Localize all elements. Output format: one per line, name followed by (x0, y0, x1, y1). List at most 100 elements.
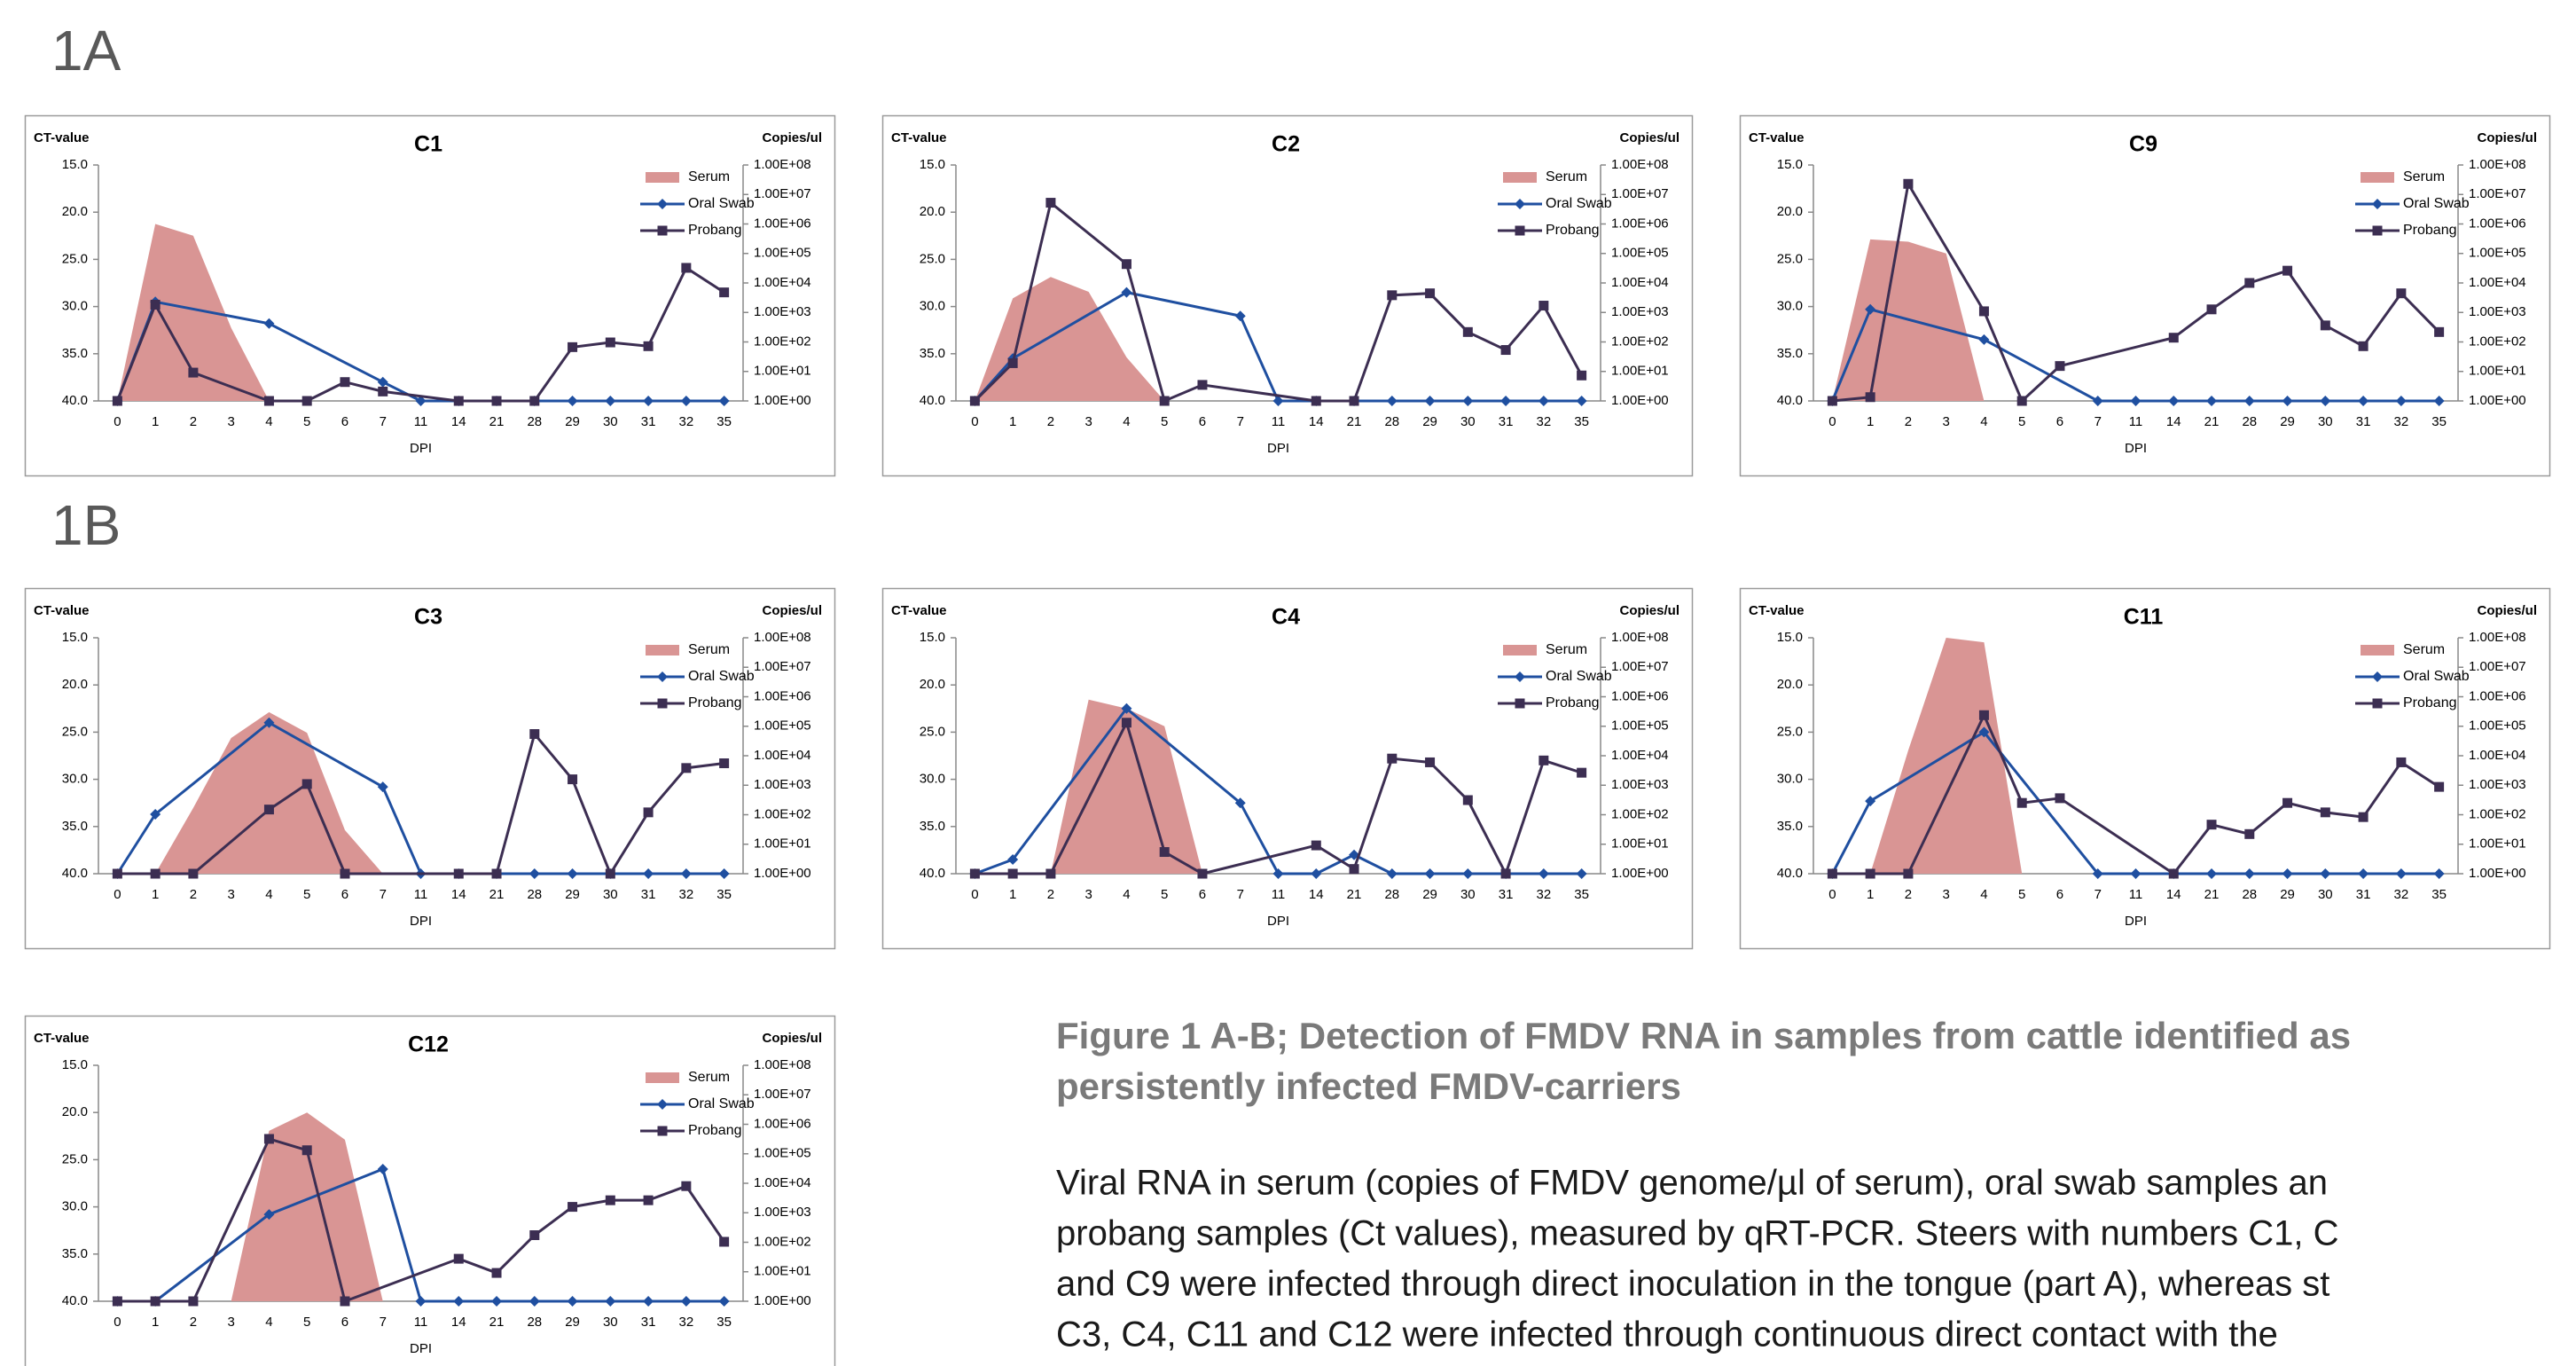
marker (2168, 333, 2179, 343)
x-tick-label: 11 (414, 887, 428, 902)
marker (263, 717, 275, 728)
y2-tick-label: 1.00E+08 (754, 1057, 811, 1072)
marker (1159, 847, 1170, 858)
y2-tick-label: 1.00E+00 (1611, 866, 1669, 881)
marker (1538, 396, 1549, 406)
x-tick-label: 1 (152, 887, 159, 902)
legend-label: Oral Swab (1546, 669, 1612, 684)
marker (643, 868, 654, 879)
marker (2244, 278, 2255, 288)
marker (377, 376, 388, 388)
x-tick-label: 32 (2394, 414, 2409, 429)
y2-tick-label: 1.00E+05 (754, 718, 811, 734)
x-tick-label: 3 (228, 1315, 235, 1330)
legend-label: Probang (688, 1123, 742, 1138)
marker (1197, 380, 1208, 390)
x-tick-label: 29 (2280, 414, 2295, 429)
legend-swatch (1503, 645, 1537, 656)
marker (150, 1296, 161, 1307)
marker (1387, 753, 1398, 764)
legend-marker (2372, 225, 2383, 236)
marker (112, 1296, 122, 1307)
y2-tick-label: 1.00E+04 (754, 275, 811, 290)
x-tick-label: 2 (190, 887, 197, 902)
marker (529, 1230, 540, 1241)
marker (2244, 828, 2255, 839)
x-tick-label: 3 (1943, 414, 1950, 429)
y2-tick-label: 1.00E+00 (754, 1293, 811, 1308)
y2-tick-label: 1.00E+04 (1611, 275, 1669, 290)
marker (1577, 370, 1587, 381)
y2-tick-label: 1.00E+02 (2469, 806, 2526, 821)
x-tick-label: 28 (527, 414, 542, 429)
legend-swatch (2361, 172, 2394, 183)
marker (1311, 396, 1321, 406)
x-tick-label: 28 (1384, 414, 1399, 429)
y-tick-label: 35.0 (1777, 819, 1803, 834)
y-axis-title: CT-value (34, 1031, 90, 1046)
y2-axis-title: Copies/ul (2477, 603, 2537, 618)
x-tick-label: 29 (565, 414, 580, 429)
marker (2320, 320, 2330, 331)
chart-title: C9 (2129, 132, 2157, 157)
x-tick-label: 4 (265, 887, 272, 902)
y2-tick-label: 1.00E+01 (754, 364, 811, 379)
marker (1903, 868, 1914, 879)
marker (453, 1253, 464, 1264)
x-tick-label: 14 (1309, 414, 1324, 429)
y2-tick-label: 1.00E+01 (754, 1264, 811, 1279)
x-tick-label: 29 (1422, 414, 1437, 429)
marker (2206, 820, 2217, 830)
y2-tick-label: 1.00E+04 (754, 748, 811, 763)
chart-frame (1739, 587, 2551, 950)
y2-tick-label: 1.00E+08 (1611, 157, 1669, 172)
marker (340, 868, 350, 879)
chart-title: C11 (2124, 605, 2164, 630)
marker (491, 1268, 502, 1278)
marker (2395, 396, 2407, 406)
y2-tick-label: 1.00E+08 (2469, 157, 2526, 172)
serum-area (975, 699, 1582, 874)
marker (2358, 341, 2369, 351)
x-tick-label: 30 (2318, 887, 2333, 902)
marker (2168, 868, 2179, 879)
legend-swatch (646, 645, 679, 656)
y-tick-label: 35.0 (62, 1246, 88, 1261)
marker (2320, 868, 2331, 879)
chart: C12 CT-value Copies/ul DPI 15.0 20.0 25.0 30.0 3… (24, 1015, 836, 1366)
x-tick-label: 0 (1828, 887, 1836, 902)
x-tick-label: 3 (1943, 887, 1950, 902)
marker (188, 1296, 199, 1307)
x-tick-label: 6 (341, 414, 348, 429)
y2-tick-label: 1.00E+04 (1611, 748, 1669, 763)
x-tick-label: 0 (114, 1315, 121, 1330)
y2-tick-label: 1.00E+05 (754, 1146, 811, 1161)
x-tick-label: 31 (1499, 887, 1514, 902)
marker (2396, 288, 2407, 299)
y2-axis-title: Copies/ul (1619, 603, 1679, 618)
y2-tick-label: 1.00E+04 (2469, 275, 2526, 290)
x-tick-label: 0 (1828, 414, 1836, 429)
legend-marker (1515, 698, 1525, 709)
x-tick-label: 6 (2056, 887, 2063, 902)
marker (718, 396, 730, 406)
x-tick-label: 28 (527, 887, 542, 902)
marker (1045, 198, 1056, 208)
y-tick-label: 30.0 (920, 772, 945, 787)
x-tick-label: 0 (971, 887, 978, 902)
x-tick-label: 31 (641, 414, 656, 429)
x-tick-label: 14 (451, 414, 466, 429)
marker (1978, 710, 1989, 720)
marker (2092, 868, 2103, 879)
serum-area (117, 1112, 724, 1301)
y-tick-label: 20.0 (920, 204, 945, 219)
marker (1865, 868, 1875, 879)
x-tick-label: 6 (1199, 414, 1206, 429)
y-tick-label: 30.0 (1777, 299, 1803, 314)
marker (1386, 868, 1398, 879)
x-tick-label: 1 (152, 1315, 159, 1330)
y-axis-title: CT-value (891, 603, 947, 618)
marker (263, 396, 274, 406)
marker (150, 299, 161, 310)
